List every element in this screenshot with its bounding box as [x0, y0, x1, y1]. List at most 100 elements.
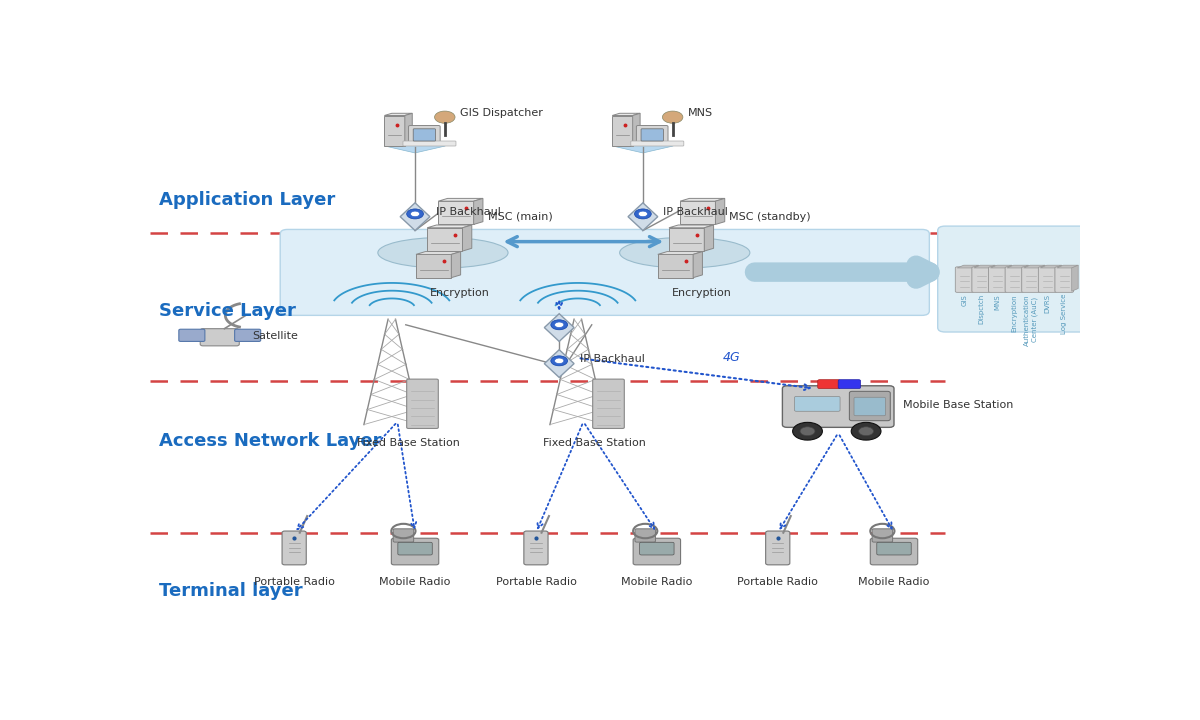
- Circle shape: [662, 111, 683, 123]
- FancyBboxPatch shape: [989, 267, 1007, 292]
- FancyBboxPatch shape: [631, 141, 684, 146]
- Circle shape: [859, 427, 874, 436]
- FancyBboxPatch shape: [524, 531, 548, 565]
- Text: GIS: GIS: [961, 294, 967, 306]
- Polygon shape: [973, 265, 995, 268]
- FancyBboxPatch shape: [407, 379, 438, 428]
- Polygon shape: [989, 265, 995, 292]
- FancyBboxPatch shape: [972, 267, 990, 292]
- Polygon shape: [632, 113, 640, 146]
- Polygon shape: [612, 115, 632, 146]
- FancyBboxPatch shape: [1021, 267, 1040, 292]
- Polygon shape: [1072, 265, 1079, 292]
- Text: Mobile Radio: Mobile Radio: [622, 577, 692, 587]
- Ellipse shape: [619, 238, 750, 268]
- Polygon shape: [628, 203, 658, 230]
- Polygon shape: [680, 199, 725, 201]
- FancyBboxPatch shape: [634, 539, 680, 565]
- Circle shape: [434, 111, 455, 123]
- Polygon shape: [715, 199, 725, 225]
- FancyBboxPatch shape: [636, 125, 668, 144]
- Text: DVRS: DVRS: [1045, 294, 1051, 313]
- Polygon shape: [384, 115, 404, 146]
- Text: IP Backhaul: IP Backhaul: [664, 207, 728, 217]
- Text: MNS: MNS: [995, 294, 1001, 310]
- Polygon shape: [451, 251, 461, 278]
- FancyBboxPatch shape: [1038, 267, 1057, 292]
- Text: Access Network Layer: Access Network Layer: [160, 432, 382, 450]
- Polygon shape: [1055, 265, 1062, 292]
- FancyBboxPatch shape: [281, 230, 929, 315]
- Circle shape: [407, 209, 424, 219]
- Text: Terminal layer: Terminal layer: [160, 582, 302, 600]
- Text: Encryption: Encryption: [672, 288, 732, 297]
- Polygon shape: [1057, 265, 1079, 268]
- Circle shape: [800, 427, 815, 436]
- Polygon shape: [680, 201, 715, 225]
- Polygon shape: [668, 225, 714, 228]
- Polygon shape: [474, 199, 482, 225]
- Polygon shape: [1024, 265, 1045, 268]
- Circle shape: [638, 211, 648, 217]
- FancyBboxPatch shape: [200, 328, 239, 346]
- Text: IP Backhaul: IP Backhaul: [436, 207, 500, 217]
- FancyBboxPatch shape: [593, 379, 624, 428]
- FancyBboxPatch shape: [1055, 267, 1074, 292]
- FancyBboxPatch shape: [937, 226, 1087, 332]
- FancyBboxPatch shape: [955, 267, 974, 292]
- Polygon shape: [1006, 265, 1012, 292]
- FancyBboxPatch shape: [408, 125, 440, 144]
- Polygon shape: [1040, 265, 1062, 268]
- Text: Log Service: Log Service: [1061, 294, 1067, 334]
- Polygon shape: [385, 139, 445, 153]
- FancyBboxPatch shape: [394, 528, 414, 542]
- Polygon shape: [990, 265, 1012, 268]
- Polygon shape: [438, 199, 482, 201]
- FancyBboxPatch shape: [635, 528, 655, 542]
- FancyBboxPatch shape: [179, 329, 205, 341]
- Text: GIS Dispatcher: GIS Dispatcher: [460, 108, 542, 118]
- Circle shape: [851, 423, 881, 440]
- Text: Encryption: Encryption: [1012, 294, 1018, 332]
- Text: Fixed Base Station: Fixed Base Station: [544, 438, 646, 449]
- Circle shape: [410, 211, 420, 217]
- Text: Portable Radio: Portable Radio: [496, 577, 576, 587]
- Text: Mobile Radio: Mobile Radio: [858, 577, 930, 587]
- Polygon shape: [1007, 265, 1028, 268]
- Polygon shape: [416, 254, 451, 278]
- FancyBboxPatch shape: [870, 539, 918, 565]
- Text: Encryption: Encryption: [430, 288, 490, 297]
- Text: MSC (standby): MSC (standby): [730, 212, 811, 222]
- FancyBboxPatch shape: [850, 391, 890, 420]
- FancyBboxPatch shape: [766, 531, 790, 565]
- Circle shape: [551, 320, 568, 330]
- FancyBboxPatch shape: [794, 397, 840, 411]
- Text: 4G: 4G: [722, 351, 740, 364]
- Text: Authentication
Center (AuC): Authentication Center (AuC): [1025, 294, 1038, 346]
- FancyBboxPatch shape: [398, 542, 432, 555]
- Text: Mobile Base Station: Mobile Base Station: [904, 400, 1014, 410]
- Polygon shape: [404, 113, 413, 146]
- FancyBboxPatch shape: [641, 129, 664, 141]
- Polygon shape: [668, 228, 704, 251]
- FancyBboxPatch shape: [782, 386, 894, 428]
- Polygon shape: [1022, 265, 1028, 292]
- Polygon shape: [384, 113, 413, 115]
- FancyBboxPatch shape: [403, 141, 456, 146]
- Circle shape: [554, 322, 564, 328]
- Polygon shape: [694, 251, 702, 278]
- FancyBboxPatch shape: [640, 542, 674, 555]
- Text: IP Backhaul: IP Backhaul: [580, 354, 644, 364]
- Text: MNS: MNS: [688, 108, 713, 118]
- Polygon shape: [704, 225, 714, 251]
- Polygon shape: [658, 254, 694, 278]
- FancyBboxPatch shape: [854, 397, 886, 415]
- FancyBboxPatch shape: [839, 379, 860, 389]
- Text: Dispctch: Dispctch: [978, 294, 984, 324]
- Polygon shape: [400, 203, 430, 230]
- Polygon shape: [612, 113, 640, 115]
- Circle shape: [554, 358, 564, 364]
- Polygon shape: [958, 265, 978, 268]
- Text: Application Layer: Application Layer: [160, 191, 336, 209]
- Text: Portable Radio: Portable Radio: [253, 577, 335, 587]
